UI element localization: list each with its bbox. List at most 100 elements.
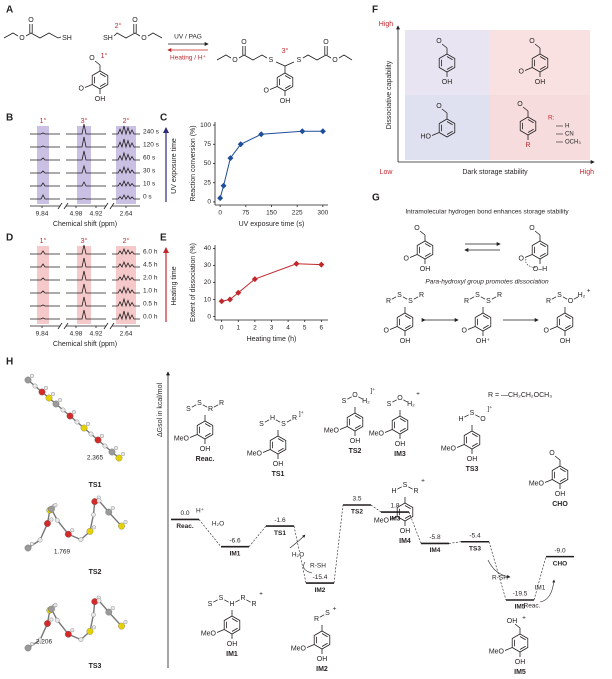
label: 1° [40,117,47,125]
bond [419,230,426,236]
quadrant [405,30,490,95]
x-tick-label: 75 [242,210,250,217]
label: TS1 [89,482,102,489]
label: S [475,292,480,299]
double-bond [354,415,361,420]
label: O [352,392,358,399]
label: TS3 [89,663,102,670]
model-atom [74,419,80,425]
label: 240 s [143,129,160,136]
label: S [281,421,286,428]
structure-label: IM3 [394,451,406,458]
label: S [259,421,264,428]
model-atom [115,454,123,462]
annotation: Reac. [524,603,541,610]
model-atom [100,434,104,438]
model-atom [51,392,55,396]
spectrum [30,132,60,135]
label: 2.64 [120,211,133,218]
bond [216,629,225,633]
data-line [221,263,322,302]
label: O [517,101,523,108]
value-label: -5.4 [469,532,481,539]
quadrant [405,95,490,160]
data-point [235,289,242,296]
bond [475,414,480,418]
chain [302,54,332,61]
bond [391,296,397,300]
model-atom [102,443,108,449]
spectrum [30,182,60,187]
x-tick-label: 3 [270,325,274,332]
label: MeO [441,445,457,452]
double-bond [399,418,406,423]
connector [198,519,222,547]
model-atom [30,542,34,546]
panel-label: G [372,193,380,204]
level-label: IM4 [430,547,441,554]
double-bond [446,121,453,126]
x-axis-label: UV exposure time (s) [239,221,305,228]
model-atom [54,517,60,523]
model-atom [24,544,32,552]
label: Low [380,169,394,176]
model-atom [86,628,94,635]
spectrum [66,244,106,255]
model-atom [123,520,128,525]
spectrum [112,273,140,281]
bond [480,296,486,300]
label: O [28,17,34,24]
value-label: -1.6 [274,517,286,524]
model-atom [37,637,43,643]
label: MeO [374,517,390,524]
bond [213,404,219,408]
bond [409,254,418,258]
annotation: IM1 [535,585,546,592]
label: O [332,57,338,64]
double-bond [277,447,284,452]
panel-label: B [6,113,13,124]
label: ]⁺ [299,411,305,418]
model-atom [86,528,94,535]
label: O [549,450,555,457]
label: 10 s [143,181,156,188]
bond [464,414,469,418]
model-atom [105,508,113,516]
label: S [269,57,274,64]
double-bond [446,56,453,61]
model-atom [114,446,118,450]
bond [306,644,315,648]
model-atom [70,628,75,633]
bond [189,434,198,438]
connector [448,541,462,544]
label: 2.365 [87,455,104,462]
quadrant [490,30,590,95]
double-bond [539,252,546,257]
curved-arrow [487,559,511,579]
x-tick-label: 1 [236,325,240,332]
label: R [413,488,418,495]
label: S [297,57,302,64]
model-atom [96,498,102,504]
label: R = —CH₂CH₂OCH₃ [488,392,552,399]
label: 1.0 h [143,288,158,295]
label: O [89,55,95,62]
label: 9.84 [36,331,49,338]
chain [113,32,141,39]
connector [488,541,507,601]
double-bond [527,128,534,133]
label: O–H [533,266,547,273]
model-atom [38,388,46,396]
spectrum [30,250,60,255]
label: O [568,298,574,305]
spectrum [66,150,106,161]
bond [275,419,281,423]
axis-break [57,202,63,210]
double-bond [284,75,291,80]
bond [403,399,408,403]
label: + [587,288,591,295]
label: S [397,292,402,299]
y-tick-label: 40 [204,245,212,252]
label: High [379,21,394,28]
bond [286,419,292,423]
